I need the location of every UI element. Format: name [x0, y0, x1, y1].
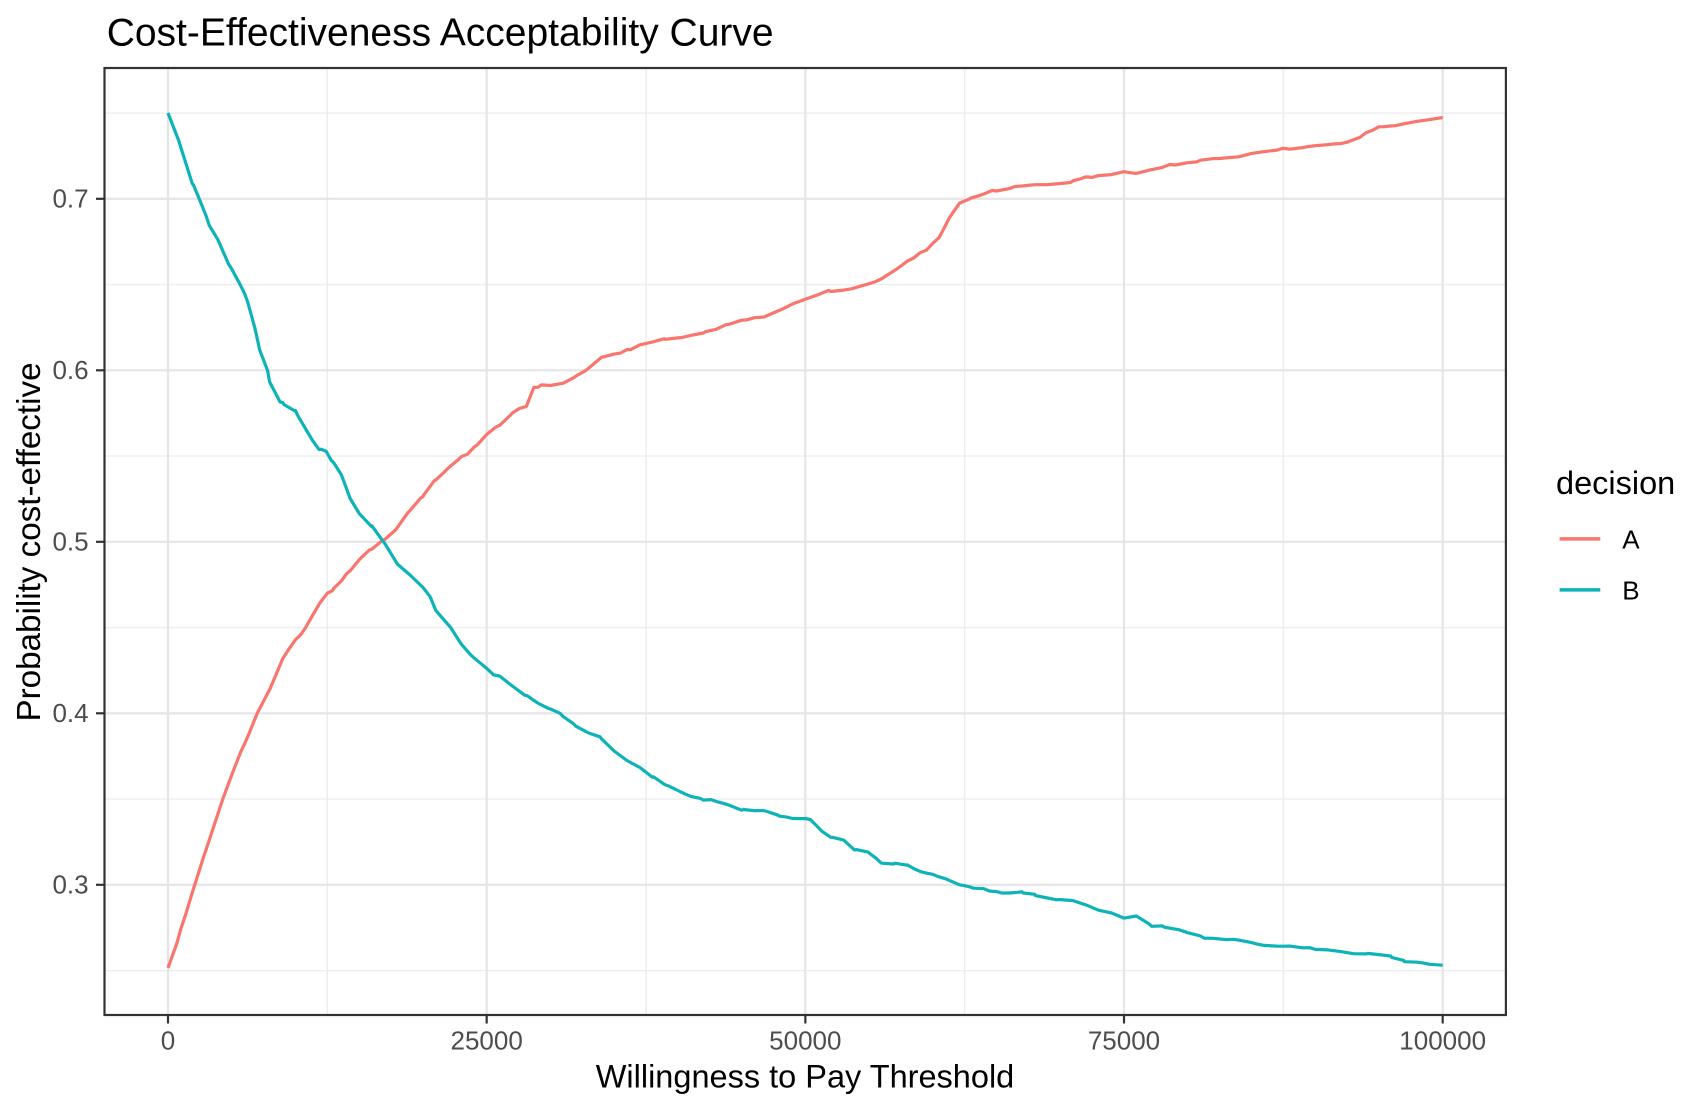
svg-text:A: A: [1622, 524, 1640, 554]
svg-text:75000: 75000: [1088, 1025, 1160, 1055]
svg-text:50000: 50000: [769, 1025, 841, 1055]
svg-text:0.5: 0.5: [52, 527, 88, 557]
svg-text:B: B: [1622, 575, 1639, 605]
svg-text:0: 0: [161, 1025, 175, 1055]
svg-text:0.3: 0.3: [52, 870, 88, 900]
svg-text:25000: 25000: [451, 1025, 523, 1055]
svg-text:0.4: 0.4: [52, 698, 88, 728]
svg-text:0.6: 0.6: [52, 355, 88, 385]
svg-text:0.7: 0.7: [52, 184, 88, 214]
svg-text:decision: decision: [1556, 465, 1675, 501]
svg-text:100000: 100000: [1399, 1025, 1486, 1055]
svg-text:Probability cost-effective: Probability cost-effective: [11, 362, 48, 721]
svg-text:Cost-Effectiveness Acceptabili: Cost-Effectiveness Acceptability Curve: [107, 12, 774, 55]
svg-text:Willingness to Pay Threshold: Willingness to Pay Threshold: [596, 1058, 1015, 1094]
